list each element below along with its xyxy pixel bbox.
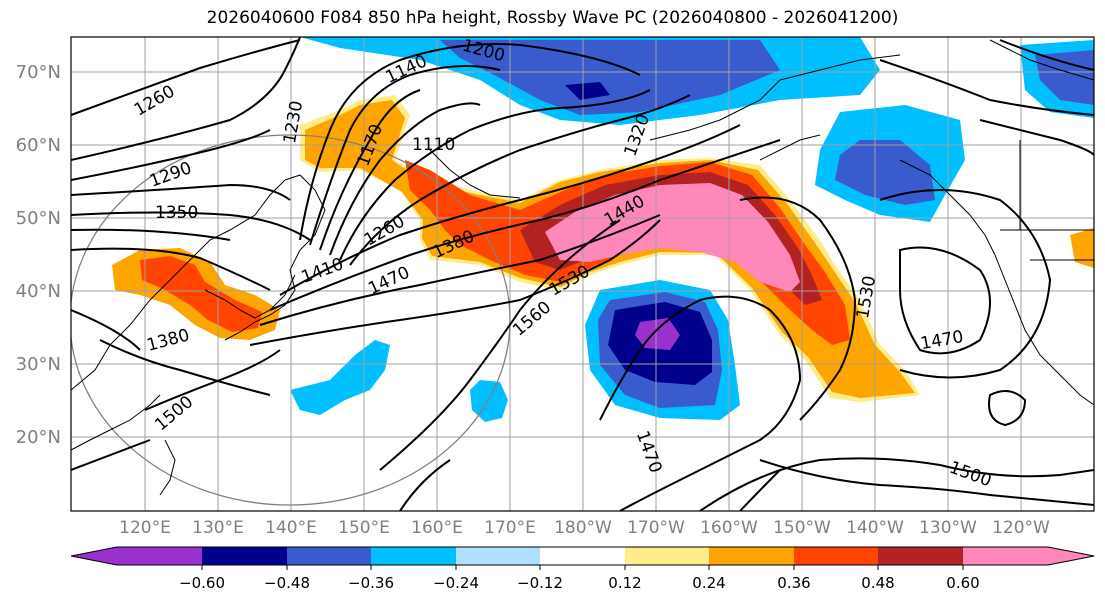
contour-label: 1530 — [853, 274, 880, 320]
lon-label: 160°W — [700, 518, 758, 538]
lon-label: 120°E — [119, 518, 171, 538]
contour-label: 1560 — [509, 297, 555, 340]
positive-anomaly-band-pink — [545, 183, 800, 292]
colorbar-tick-label: −0.48 — [264, 574, 310, 592]
colorbar: −0.60 −0.48 −0.36 −0.24 −0.12 0.12 0.24 … — [70, 546, 1095, 592]
negative-anomaly-arctic-core — [440, 40, 780, 115]
contour-label: 1410 — [299, 254, 346, 288]
colorbar-tick-label: 0.12 — [608, 574, 641, 592]
lat-label: 70°N — [16, 62, 61, 83]
lat-label: 30°N — [16, 354, 61, 375]
colorbar-cell — [540, 547, 625, 565]
longitude-labels: 120°E 130°E 140°E 150°E 160°E 170°E 180°… — [119, 518, 1050, 538]
lon-label: 150°W — [773, 518, 831, 538]
colorbar-tick-label: −0.12 — [517, 574, 563, 592]
contour-label: 1470 — [632, 428, 666, 475]
map-frame — [70, 36, 1095, 512]
colorbar-cell — [287, 547, 371, 565]
colorbar-cell — [625, 547, 709, 565]
lat-label: 20°N — [16, 427, 61, 448]
negative-anomaly-northeast-core — [1035, 50, 1094, 105]
colorbar-cell — [963, 547, 1094, 565]
positive-anomaly-japan-red — [140, 256, 262, 332]
map-title: 2026040600 F084 850 hPa height, Rossby W… — [206, 8, 899, 28]
colorbar-tick-label: −0.24 — [433, 574, 479, 592]
anomaly-shading — [112, 37, 1094, 422]
positive-anomaly-east-edge — [1070, 228, 1094, 268]
lon-label: 170°W — [627, 518, 685, 538]
colorbar-tick-label: 0.48 — [861, 574, 894, 592]
region-circle — [71, 134, 511, 506]
colorbar-tick-label: −0.36 — [348, 574, 394, 592]
lat-label: 50°N — [16, 208, 61, 229]
contour-label: 1500 — [947, 458, 994, 492]
lat-label: 60°N — [16, 135, 61, 156]
lon-label: 160°E — [411, 518, 463, 538]
colorbar-tick-label: 0.36 — [777, 574, 810, 592]
lat-label: 40°N — [16, 281, 61, 302]
colorbar-tick-label: 0.24 — [692, 574, 725, 592]
colorbar-tick-label: 0.60 — [946, 574, 979, 592]
lon-label: 140°E — [265, 518, 317, 538]
colorbar-cell — [202, 547, 287, 565]
colorbar-cell — [371, 547, 456, 565]
lon-label: 140°W — [846, 518, 904, 538]
colorbar-cell — [878, 547, 963, 565]
colorbar-cell — [709, 547, 794, 565]
colorbar-tick-labels: −0.60 −0.48 −0.36 −0.24 −0.12 0.12 0.24 … — [179, 574, 980, 592]
lon-label: 130°W — [919, 518, 977, 538]
contour-label: 1110 — [412, 135, 455, 155]
contour-label: 1350 — [155, 203, 198, 223]
contour-label: 1380 — [145, 325, 192, 356]
colorbar-cell — [71, 547, 202, 565]
graticule — [71, 37, 1094, 511]
latitude-labels: 70°N 60°N 50°N 40°N 30°N 20°N — [16, 62, 61, 448]
lon-label: 120°W — [992, 518, 1050, 538]
contour-label: 1260 — [361, 212, 408, 251]
colorbar-cell — [794, 547, 878, 565]
colorbar-cells — [71, 547, 1094, 565]
height-contours — [71, 37, 1094, 511]
negative-anomaly-west-pacific — [290, 340, 390, 415]
lon-label: 180°W — [554, 518, 612, 538]
contour-label: 1260 — [131, 82, 178, 121]
negative-anomaly-arctic-center — [565, 82, 610, 100]
colorbar-ticks — [201, 565, 964, 570]
colorbar-cell — [456, 547, 540, 565]
negative-anomaly-west-pacific-small — [470, 380, 508, 422]
lon-label: 170°E — [484, 518, 536, 538]
lon-label: 130°E — [192, 518, 244, 538]
lon-label: 150°E — [338, 518, 390, 538]
negative-anomaly-alaska-core — [835, 140, 935, 205]
colorbar-tick-label: −0.60 — [179, 574, 225, 592]
colorbar-outline — [70, 546, 1095, 566]
